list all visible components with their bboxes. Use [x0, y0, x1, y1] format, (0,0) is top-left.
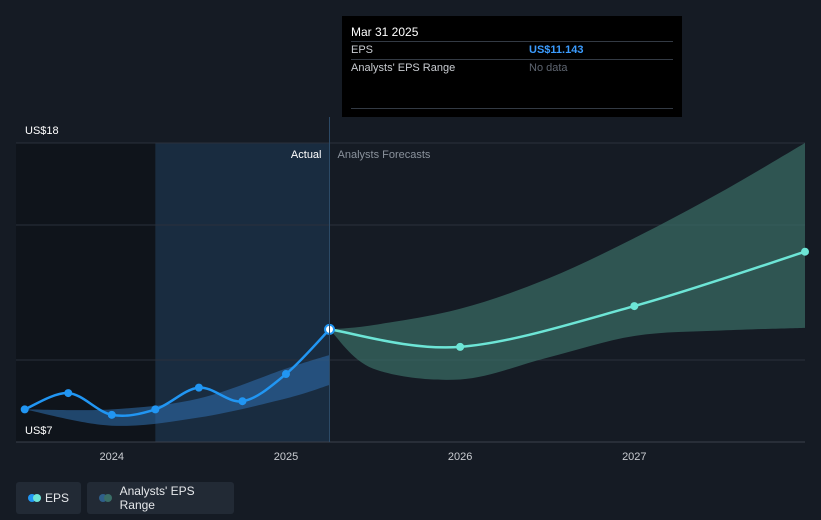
tooltip-eps-label: EPS — [351, 44, 374, 56]
hover-tooltip: Mar 31 2025 EPS US$11.143 Analysts' EPS … — [342, 16, 682, 117]
legend-eps-label: EPS — [44, 491, 69, 505]
tooltip-date: Mar 31 2025 — [351, 25, 419, 39]
eps-forecast-line — [329, 250, 806, 349]
legend-range-swatch — [99, 494, 112, 502]
eps-band — [24, 355, 330, 426]
eps-point — [281, 370, 290, 379]
eps-forecast-point — [456, 342, 465, 351]
tooltip-range-label: Analysts' EPS Range — [351, 62, 456, 74]
eps-point — [64, 389, 73, 398]
tooltip-range-row: Analysts' EPS Range No data — [351, 59, 673, 77]
eps-point — [20, 405, 29, 414]
legend-dot — [28, 494, 36, 502]
x-tick-label: 2024 — [100, 451, 124, 463]
eps-point — [107, 410, 116, 419]
y-tick-label-bottom: US$7 — [25, 425, 53, 437]
eps-point — [151, 405, 160, 414]
past-period-shade — [16, 143, 156, 442]
legend-eps-swatch — [28, 494, 41, 502]
x-tick-label: 2027 — [622, 451, 646, 463]
tooltip-eps-row: EPS US$11.143 — [351, 41, 673, 59]
legend-dot — [33, 494, 41, 502]
x-axis-ticks: 2024 2025 2026 2027 — [100, 451, 647, 463]
x-tick-label: 2025 — [274, 451, 298, 463]
legend-item-eps[interactable]: EPS — [16, 482, 81, 514]
actual-label: Actual — [291, 149, 322, 161]
eps-point — [194, 383, 203, 392]
x-tick-label: 2026 — [448, 451, 472, 463]
legend-dot — [104, 494, 112, 502]
analysts-eps-range-band — [329, 143, 805, 380]
tooltip-range-value: No data — [529, 62, 568, 74]
legend-item-eps-range[interactable]: Analysts' EPS Range — [87, 482, 234, 514]
tooltip-eps-value: US$11.143 — [529, 44, 584, 56]
legend-range-label: Analysts' EPS Range — [119, 484, 195, 512]
forecast-label: Analysts Forecasts — [338, 149, 431, 161]
tooltip-divider — [351, 108, 673, 109]
legend-dot — [99, 494, 107, 502]
eps-forecast-point — [630, 302, 639, 311]
eps-forecast-point — [801, 247, 809, 256]
y-tick-label-top: US$18 — [25, 125, 59, 137]
series-layer — [20, 143, 809, 426]
eps-point — [238, 397, 247, 406]
